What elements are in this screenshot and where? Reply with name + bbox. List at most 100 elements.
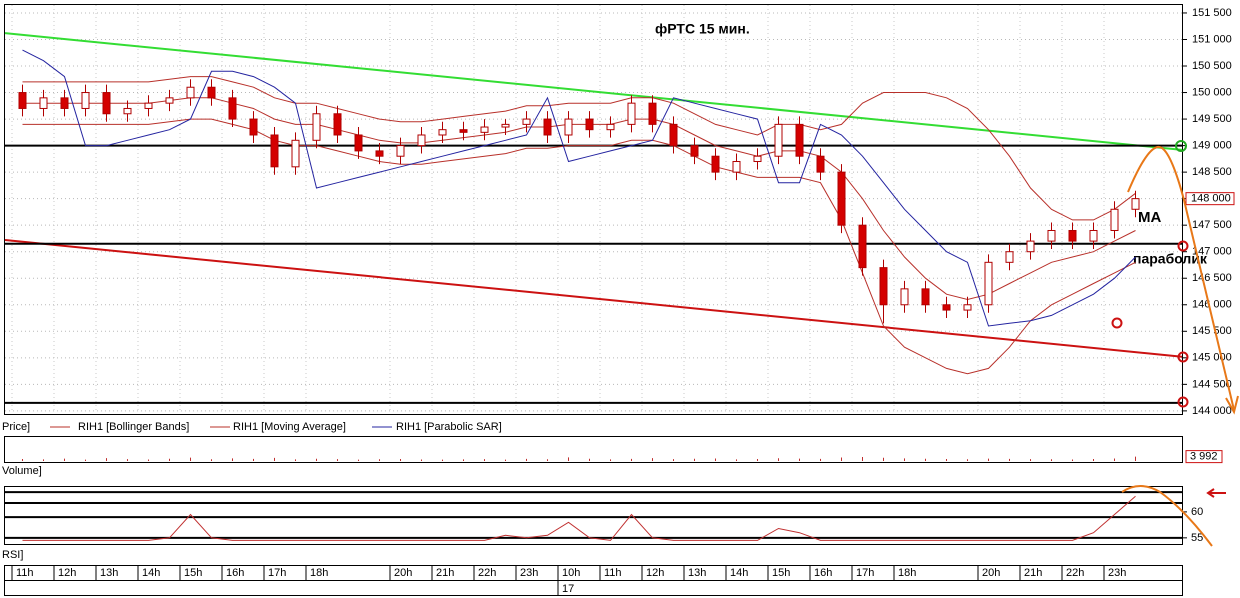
x-tick-label: 14h bbox=[142, 567, 160, 579]
x-tick-label: 11h bbox=[16, 567, 34, 579]
candle-body bbox=[711, 155, 720, 173]
candle-body bbox=[522, 118, 531, 125]
candle-body bbox=[690, 145, 699, 157]
candle-body bbox=[900, 288, 909, 306]
x-tick-label: 21h bbox=[1024, 567, 1042, 579]
candle-body bbox=[249, 118, 258, 136]
candle-body bbox=[207, 86, 216, 99]
legend-label: RIH1 [Moving Average] bbox=[233, 421, 346, 433]
y-tick-label: 151 500 bbox=[1192, 7, 1232, 19]
x-tick-label: 15h bbox=[184, 567, 202, 579]
candle-body bbox=[732, 161, 741, 173]
candle-body bbox=[837, 171, 846, 226]
candle-body bbox=[375, 150, 384, 157]
price-panel bbox=[4, 4, 1183, 415]
candle-body bbox=[165, 97, 174, 104]
bollinger-lower bbox=[22, 118, 1136, 375]
x-tick-label: 12h bbox=[58, 567, 76, 579]
y-tick-label: 146 500 bbox=[1192, 272, 1232, 284]
candle-body bbox=[1110, 208, 1119, 231]
x-tick-label: 22h bbox=[478, 567, 496, 579]
x-tick-label: 17h bbox=[856, 567, 874, 579]
candle-body bbox=[123, 107, 132, 115]
candle-body bbox=[585, 118, 594, 131]
candle-body bbox=[1005, 251, 1014, 263]
rsi-panel bbox=[4, 486, 1183, 545]
marker-circle bbox=[1175, 140, 1187, 152]
candle-body bbox=[879, 267, 888, 306]
candle-body bbox=[1131, 198, 1140, 210]
candle-body bbox=[648, 102, 657, 125]
y-tick-label: 150 500 bbox=[1192, 60, 1232, 72]
parabolic-sar bbox=[22, 49, 1136, 327]
candle-body bbox=[438, 129, 447, 136]
candle-body bbox=[144, 102, 153, 109]
hand-drawings bbox=[1111, 140, 1239, 547]
y-tick-label: 55 bbox=[1191, 532, 1203, 544]
y-tick-label: 149 000 bbox=[1192, 140, 1232, 152]
panel-label: RSI] bbox=[2, 549, 23, 561]
marker-circle bbox=[1177, 351, 1189, 363]
y-tick-label: 146 000 bbox=[1192, 299, 1232, 311]
candle-body bbox=[942, 304, 951, 311]
x-tick-label: 16h bbox=[226, 567, 244, 579]
legend-label: RIH1 [Parabolic SAR] bbox=[396, 421, 502, 433]
annotation: MA bbox=[1138, 209, 1161, 226]
x-tick-label: 15h bbox=[772, 567, 790, 579]
last-price-box bbox=[1185, 192, 1235, 206]
x-tick-label: 20h bbox=[982, 567, 1000, 579]
x-tick-label: 16h bbox=[814, 567, 832, 579]
x-tick-label: 23h bbox=[1108, 567, 1126, 579]
marker-circle bbox=[1177, 240, 1189, 252]
candle-body bbox=[396, 145, 405, 157]
volume-panel bbox=[4, 436, 1183, 463]
date-label: 17 bbox=[562, 583, 574, 595]
candle-body bbox=[501, 123, 510, 128]
candle-body bbox=[1068, 229, 1077, 242]
candle-body bbox=[543, 118, 552, 136]
candle-body bbox=[270, 134, 279, 168]
last-volume-label: 3 992 bbox=[1190, 451, 1218, 463]
candle-body bbox=[312, 113, 321, 141]
annotation: параболик bbox=[1133, 251, 1208, 267]
marker-circle bbox=[1177, 396, 1189, 408]
y-tick-label: 60 bbox=[1191, 506, 1203, 518]
y-tick-label: 151 000 bbox=[1192, 33, 1232, 45]
candle-body bbox=[228, 97, 237, 120]
candle-body bbox=[186, 86, 195, 99]
x-tick-label: 13h bbox=[688, 567, 706, 579]
candle-body bbox=[606, 123, 615, 131]
rsi-arrow bbox=[1206, 488, 1226, 498]
candle-body bbox=[81, 92, 90, 109]
trend-line bbox=[4, 239, 1183, 358]
marker-circle bbox=[1111, 317, 1123, 329]
y-tick-label: 147 000 bbox=[1192, 246, 1232, 258]
legend-label: Price] bbox=[2, 421, 30, 433]
candle-body bbox=[753, 155, 762, 163]
last-volume-box bbox=[1185, 450, 1223, 464]
candle-body bbox=[1026, 240, 1035, 253]
rsi-line bbox=[22, 495, 1136, 541]
candle-body bbox=[564, 118, 573, 136]
candle-body bbox=[18, 92, 27, 109]
legend-label: RIH1 [Bollinger Bands] bbox=[78, 421, 189, 433]
x-tick-label: 11h bbox=[604, 567, 622, 579]
y-tick-label: 144 000 bbox=[1192, 405, 1232, 417]
candle-body bbox=[1089, 229, 1098, 242]
candle-body bbox=[459, 129, 468, 133]
candle-body bbox=[291, 139, 300, 168]
candle-body bbox=[354, 134, 363, 152]
x-tick-label: 18h bbox=[898, 567, 916, 579]
y-tick-label: 148 500 bbox=[1192, 166, 1232, 178]
y-tick-label: 144 500 bbox=[1192, 378, 1232, 390]
arrow-head bbox=[1225, 395, 1239, 415]
candle-body bbox=[417, 134, 426, 147]
y-tick-label: 150 000 bbox=[1192, 86, 1232, 98]
x-tick-label: 10h bbox=[562, 567, 580, 579]
candle-body bbox=[480, 126, 489, 133]
y-tick-label: 145 000 bbox=[1192, 352, 1232, 364]
candle-body bbox=[774, 123, 783, 157]
bollinger-upper bbox=[22, 76, 1136, 221]
